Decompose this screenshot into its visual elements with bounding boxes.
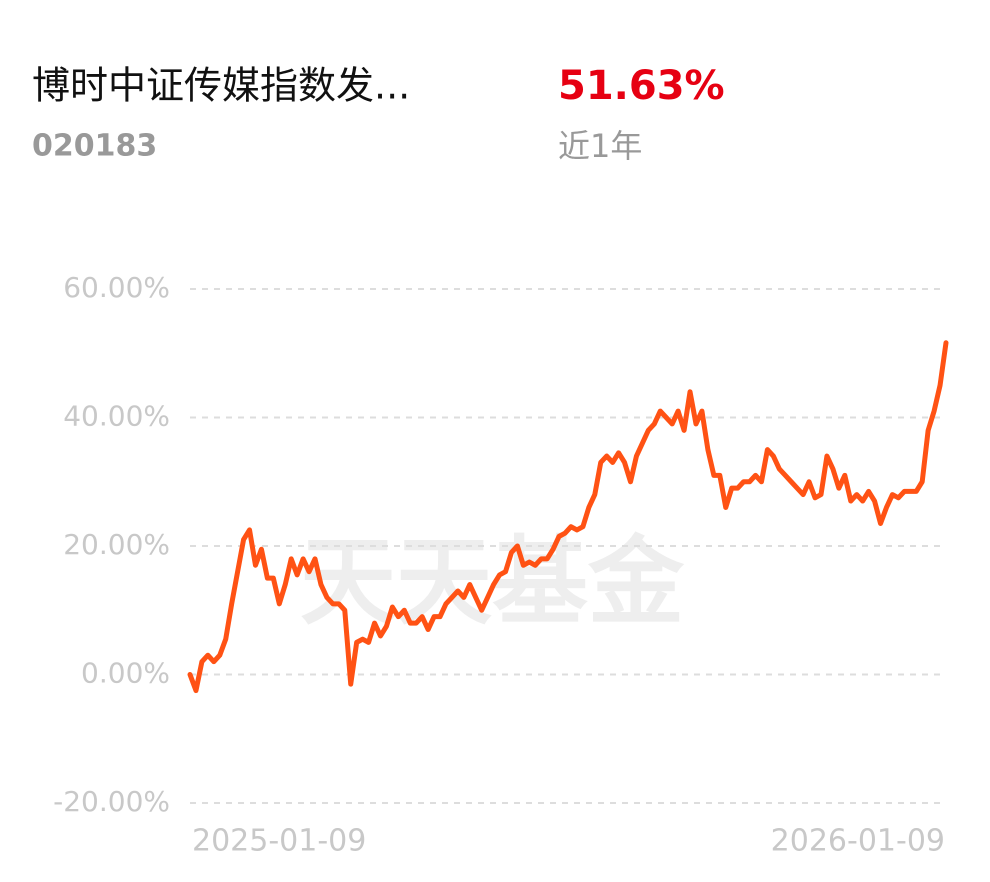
fund-name: 博时中证传媒指数发...	[32, 64, 410, 108]
x-tick-label: 2026-01-09	[771, 824, 945, 859]
return-period: 近1年	[558, 127, 642, 165]
fund-return: 51.63%	[558, 63, 725, 109]
series-line	[187, 340, 949, 694]
fund-code: 020183	[32, 129, 157, 164]
x-tick-label: 2025-01-09	[192, 824, 366, 859]
y-tick-label: 0.00%	[81, 657, 170, 690]
y-tick-label: -20.00%	[53, 785, 170, 818]
y-tick-label: 20.00%	[63, 528, 170, 561]
y-tick-label: 60.00%	[63, 271, 170, 304]
watermark: 天天基金	[300, 525, 685, 638]
y-tick-label: 40.00%	[63, 400, 170, 433]
